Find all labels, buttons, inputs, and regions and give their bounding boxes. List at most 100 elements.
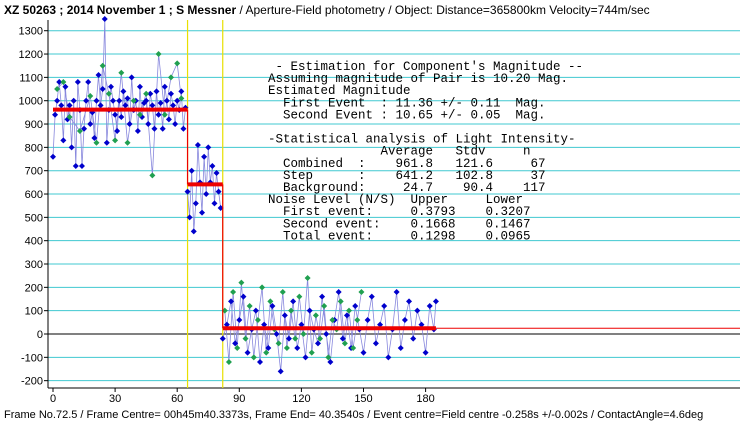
x-tick-label: 180 xyxy=(416,393,434,405)
data-point xyxy=(112,137,119,144)
data-point xyxy=(232,340,239,347)
data-point xyxy=(213,170,220,177)
data-point xyxy=(205,144,212,151)
data-point xyxy=(165,116,172,123)
data-point xyxy=(319,293,326,300)
light-curve-chart: -200-10001002003004005006007008009001000… xyxy=(19,16,740,405)
data-point xyxy=(70,97,77,104)
data-point xyxy=(174,60,181,67)
data-point xyxy=(184,188,191,195)
report-line: Second event: 0.1668 0.1467 xyxy=(268,217,531,231)
data-point xyxy=(211,200,218,207)
data-point xyxy=(68,144,75,151)
data-point xyxy=(136,83,143,90)
data-point xyxy=(155,51,162,58)
data-point xyxy=(149,102,156,109)
report-line: Second Event : 10.65 +/- 0.05 Mag. xyxy=(268,108,546,122)
data-point xyxy=(58,102,65,109)
data-point xyxy=(163,97,170,104)
data-point xyxy=(52,111,59,118)
chart-title: XZ 50263 ; 2014 November 1 ; S Messner /… xyxy=(0,0,740,20)
data-point xyxy=(118,69,125,76)
data-point xyxy=(62,83,69,90)
data-point xyxy=(354,317,361,324)
data-point xyxy=(254,317,261,324)
y-tick-label: 500 xyxy=(25,212,43,224)
data-point xyxy=(223,321,230,328)
report-line: First event: 0.3793 0.3207 xyxy=(268,205,531,219)
y-tick-label: 600 xyxy=(25,189,43,201)
data-point xyxy=(155,111,162,118)
chart-axes xyxy=(47,20,740,389)
data-point xyxy=(172,121,179,128)
data-point xyxy=(151,125,158,132)
data-point xyxy=(296,293,303,300)
y-tick-labels: -200 -100 0 100 200 300 400 500 600 700 800 900 1000… xyxy=(19,26,48,388)
data-point xyxy=(317,335,324,342)
data-point xyxy=(97,102,104,109)
y-tick-label: 100 xyxy=(25,306,43,318)
data-point xyxy=(167,74,174,81)
data-point xyxy=(304,275,311,282)
data-point xyxy=(406,298,413,305)
data-point xyxy=(360,349,367,356)
data-point xyxy=(385,354,392,361)
data-point xyxy=(302,354,309,361)
data-point xyxy=(118,114,125,121)
data-point xyxy=(72,163,79,170)
data-point xyxy=(188,167,195,174)
x-tick-label: 0 xyxy=(50,393,56,405)
x-tick-label: 90 xyxy=(233,393,245,405)
data-point xyxy=(432,298,439,305)
data-point xyxy=(279,289,286,296)
data-point xyxy=(381,303,388,310)
y-tick-label: 1200 xyxy=(19,49,43,61)
data-point xyxy=(203,191,210,198)
data-point xyxy=(252,307,259,314)
data-point xyxy=(145,121,152,128)
data-point xyxy=(300,331,307,337)
data-point xyxy=(267,298,274,305)
data-point xyxy=(242,335,249,342)
data-point xyxy=(95,72,102,79)
data-point xyxy=(130,97,137,104)
data-point xyxy=(161,111,168,118)
data-point xyxy=(153,88,160,95)
data-point xyxy=(143,90,150,97)
data-point xyxy=(199,209,206,216)
data-point xyxy=(120,88,127,95)
data-point xyxy=(60,137,67,144)
data-point xyxy=(335,289,342,296)
data-point xyxy=(325,354,332,361)
data-point xyxy=(85,79,92,86)
y-tick-label: 1100 xyxy=(19,72,43,84)
data-point xyxy=(93,97,100,104)
data-point xyxy=(244,349,251,356)
data-point xyxy=(298,321,305,328)
data-point xyxy=(128,74,135,81)
data-point xyxy=(273,331,280,337)
data-point xyxy=(157,100,164,107)
data-point xyxy=(343,312,350,319)
data-point xyxy=(81,125,88,132)
data-point xyxy=(261,321,268,328)
data-point xyxy=(422,349,429,356)
data-point xyxy=(312,312,319,319)
y-tick-label: 300 xyxy=(25,259,43,271)
data-point xyxy=(105,90,112,97)
data-point xyxy=(368,293,375,300)
series-connector xyxy=(224,277,362,363)
data-point xyxy=(107,83,114,90)
data-point xyxy=(337,298,344,305)
x-tick-labels: 0 30 60 90 120 150 180 xyxy=(50,388,435,405)
data-point xyxy=(66,102,73,109)
data-point xyxy=(358,289,365,296)
data-point xyxy=(292,335,299,342)
data-point xyxy=(99,62,106,69)
data-point xyxy=(283,344,290,351)
report-line: First Event : 11.36 +/- 0.11 Mag. xyxy=(268,96,546,110)
data-point xyxy=(257,358,263,365)
data-point xyxy=(124,139,131,146)
data-point xyxy=(377,321,384,328)
data-point xyxy=(259,284,266,291)
